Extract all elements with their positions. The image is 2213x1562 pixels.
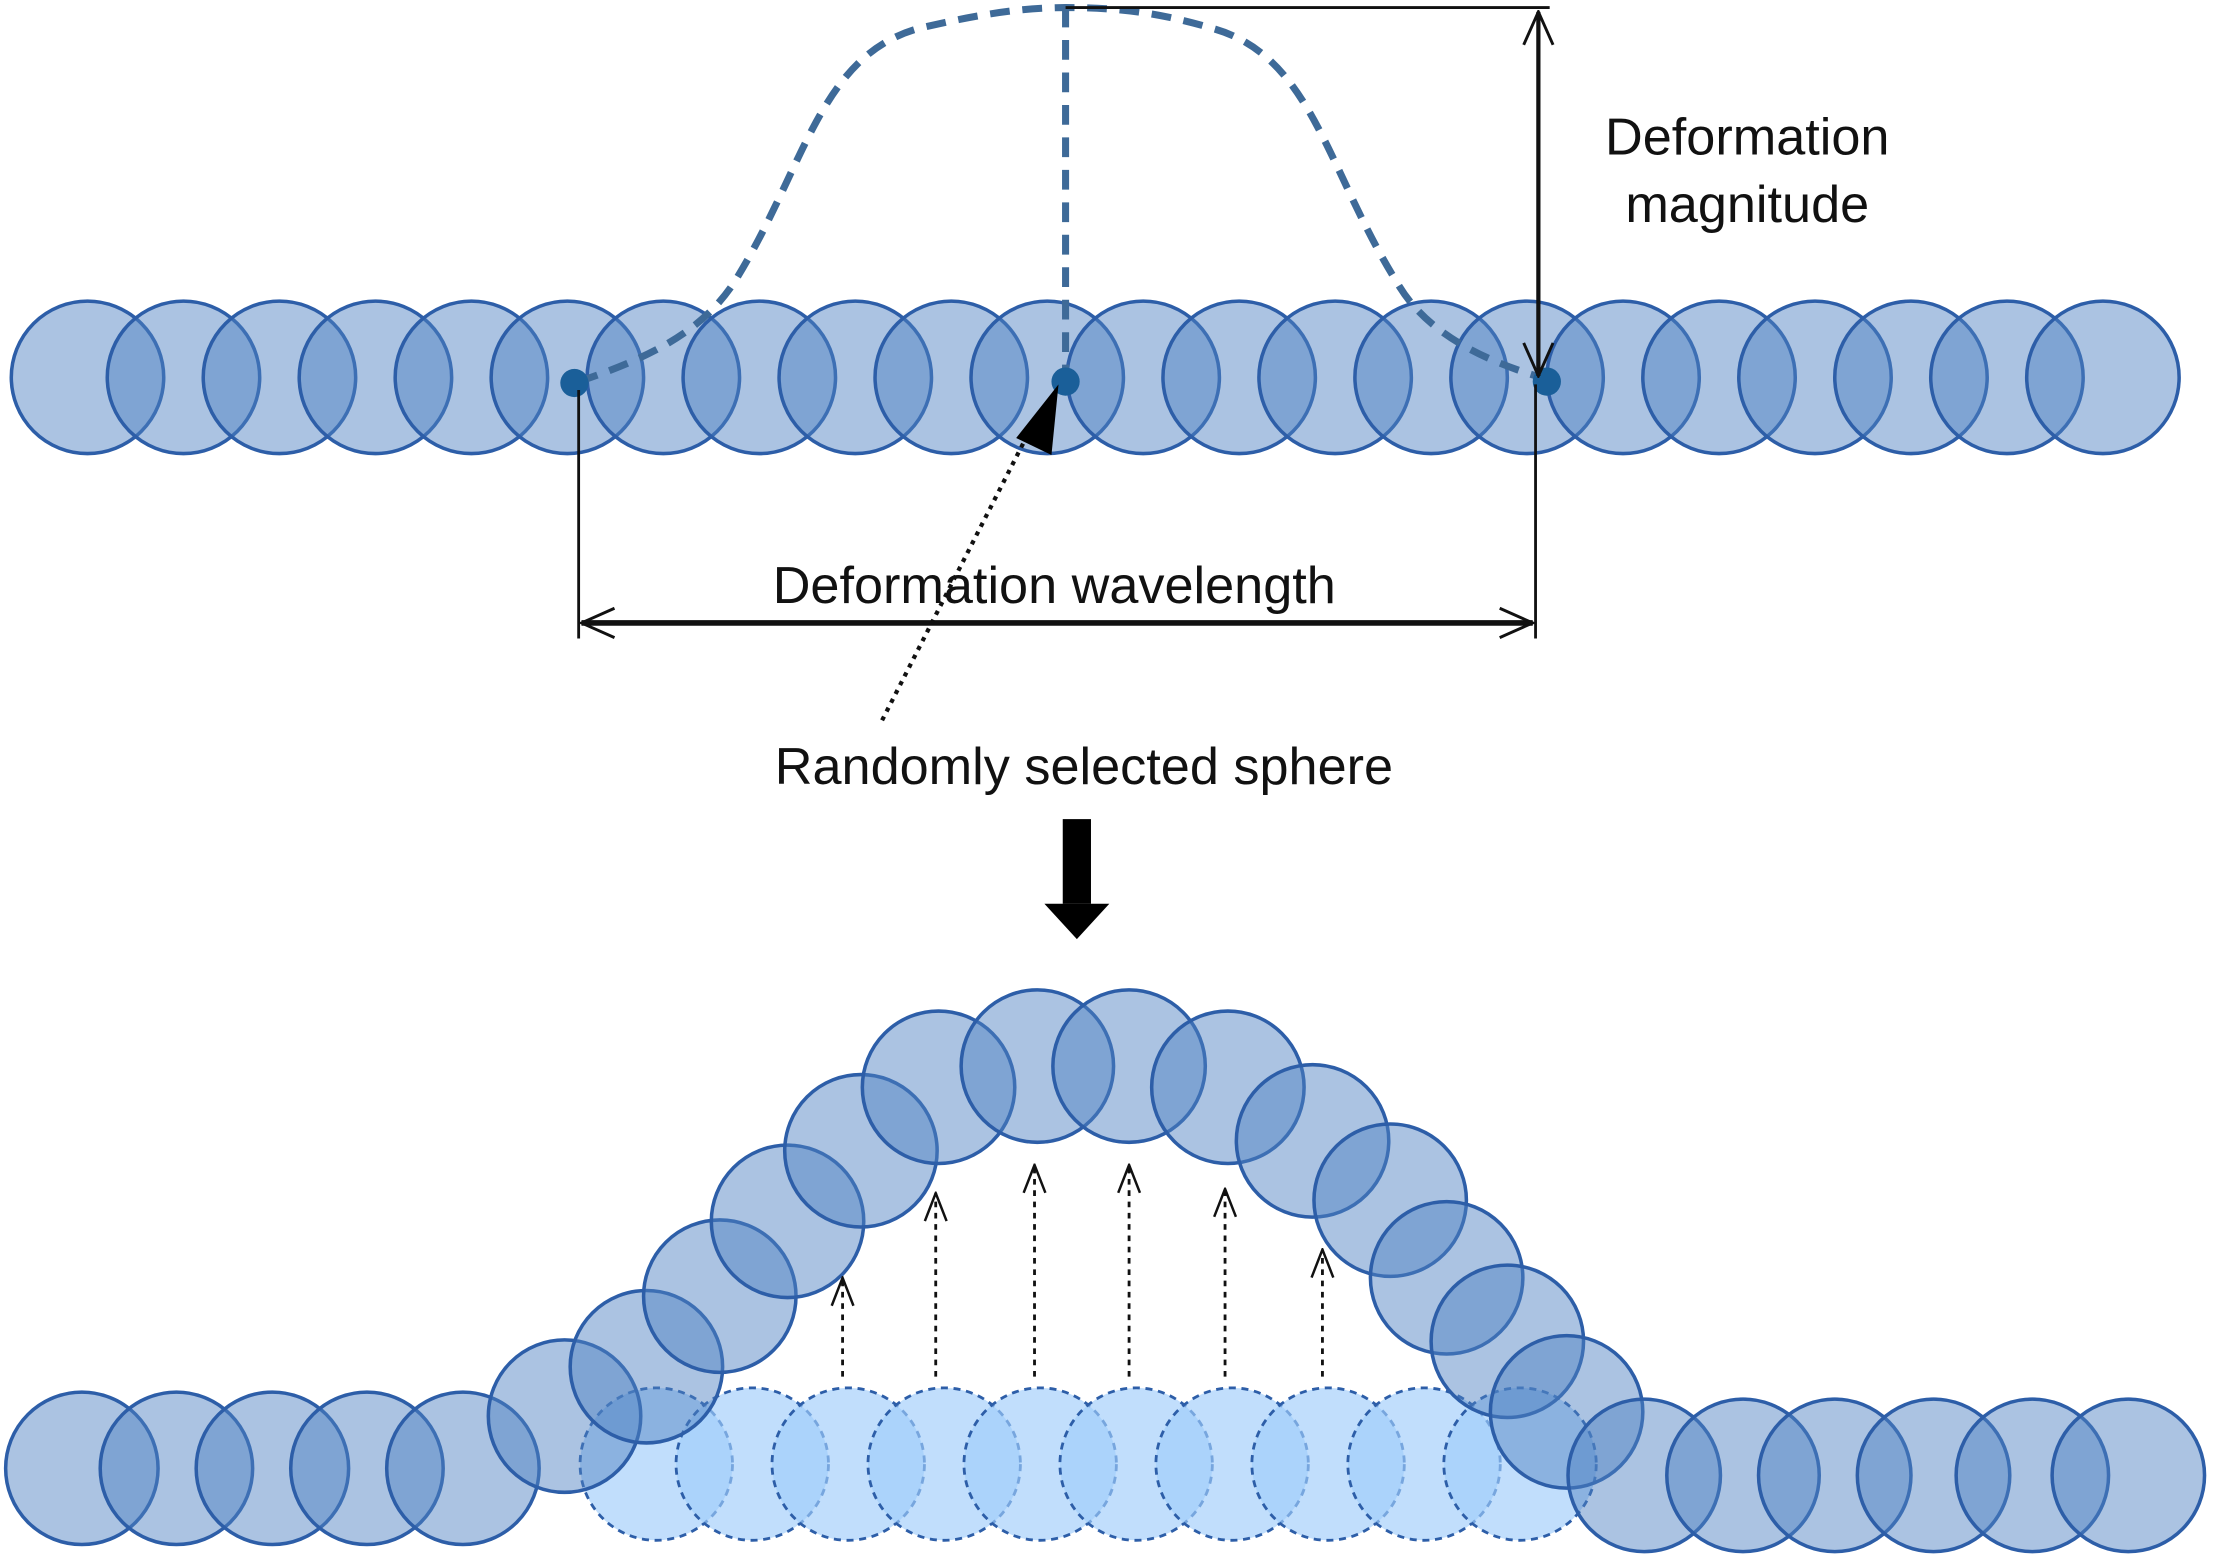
sphere bbox=[9, 299, 166, 456]
sphere bbox=[681, 299, 838, 456]
sphere bbox=[969, 299, 1126, 456]
sphere bbox=[777, 299, 934, 456]
pointer-dotted bbox=[880, 422, 1035, 722]
down-arrow-head bbox=[1044, 903, 1110, 940]
sphere bbox=[873, 299, 1030, 456]
sphere bbox=[98, 1390, 255, 1547]
sphere bbox=[1855, 1397, 2012, 1554]
down-arrow-shaft bbox=[1062, 819, 1091, 904]
sphere bbox=[194, 1390, 351, 1547]
sphere bbox=[1641, 299, 1798, 456]
sphere bbox=[3, 1390, 160, 1547]
magnitude-label: Deformation bbox=[1605, 108, 1889, 166]
sphere bbox=[860, 1009, 1017, 1166]
sphere bbox=[1312, 1122, 1469, 1279]
up-arrows bbox=[843, 1165, 1323, 1377]
sphere bbox=[1756, 1397, 1913, 1554]
sphere bbox=[288, 1390, 445, 1547]
sphere bbox=[1737, 299, 1893, 456]
selected-label: Randomly selected sphere bbox=[775, 738, 1393, 796]
sphere bbox=[1353, 299, 1510, 456]
sphere bbox=[297, 299, 454, 456]
sphere bbox=[1149, 1009, 1306, 1166]
sphere bbox=[2050, 1397, 2207, 1554]
sphere bbox=[959, 988, 1116, 1145]
sphere bbox=[393, 299, 550, 456]
sphere bbox=[1488, 1333, 1645, 1490]
wavelength-label: Deformation wavelength bbox=[773, 557, 1336, 615]
sphere bbox=[201, 299, 358, 456]
sphere bbox=[782, 1072, 939, 1229]
sphere bbox=[568, 1288, 725, 1445]
sphere bbox=[1429, 1263, 1586, 1420]
sphere bbox=[709, 1143, 866, 1300]
sphere bbox=[1257, 299, 1414, 456]
sphere bbox=[1566, 1397, 1723, 1554]
sphere bbox=[1954, 1397, 2111, 1554]
sphere bbox=[1161, 299, 1318, 456]
sphere bbox=[1234, 1062, 1391, 1219]
dot bbox=[560, 368, 589, 398]
sphere bbox=[486, 1338, 643, 1495]
original-sphere bbox=[1442, 1386, 1598, 1542]
sphere bbox=[1051, 988, 1208, 1145]
sphere bbox=[1665, 1397, 1821, 1554]
dot bbox=[1051, 367, 1080, 396]
sphere bbox=[2024, 299, 2181, 456]
sphere bbox=[105, 299, 262, 456]
sphere bbox=[1368, 1199, 1525, 1356]
magnitude-label: magnitude bbox=[1625, 176, 1869, 234]
sphere bbox=[1832, 299, 1989, 456]
pointer-head bbox=[1016, 384, 1059, 455]
sphere bbox=[1928, 299, 2085, 456]
spheres bbox=[3, 299, 2207, 1554]
sphere bbox=[384, 1390, 541, 1547]
